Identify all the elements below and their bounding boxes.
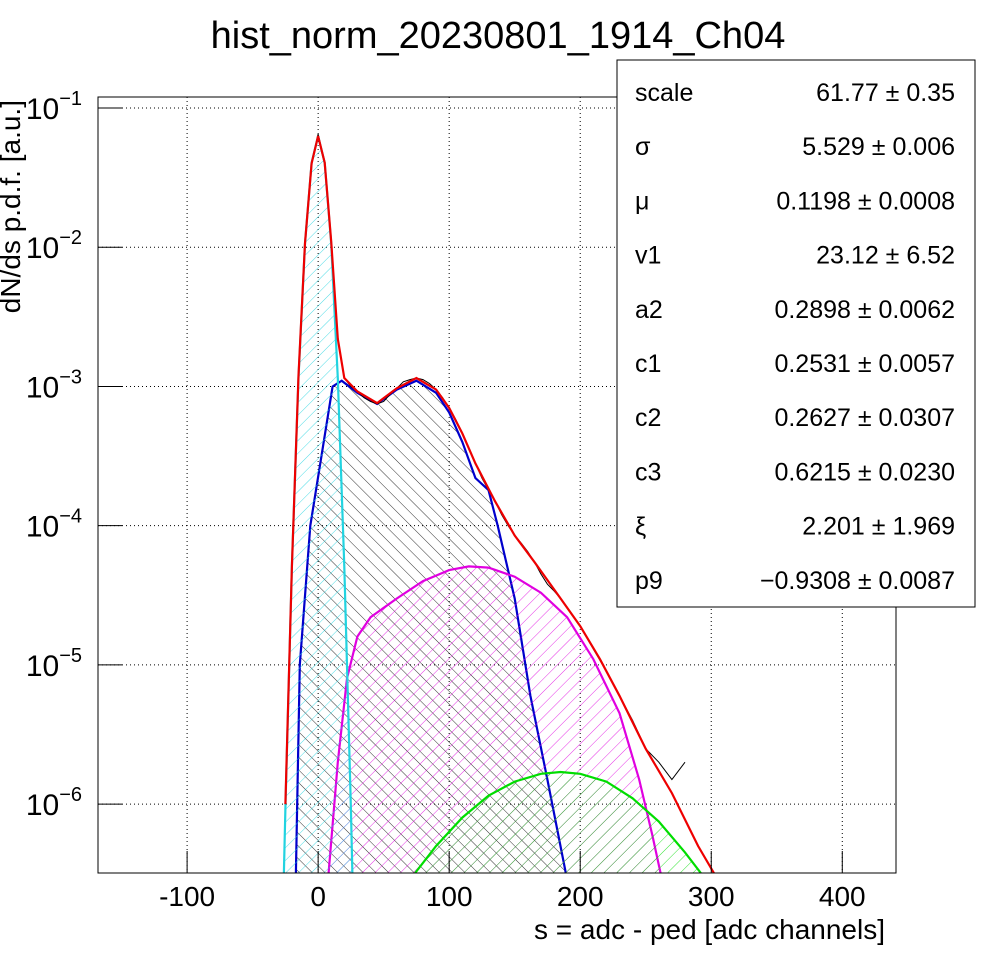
y-tick-base: 10 [26,93,59,126]
axes: -100 0 100 200 300 40010−610−510−410−310−210−… [26,88,897,912]
y-tick-exponent: −3 [59,366,82,388]
stat-value: 0.2627 ± 0.0307 [774,404,955,432]
x-tick-label: 400 [819,881,866,912]
y-tick-exponent: −1 [59,88,82,110]
y-tick-base: 10 [26,511,59,544]
component-area [283,136,353,873]
fit-curve [414,770,702,873]
x-tick-label: -100 [159,881,215,912]
stat-name: c2 [635,404,661,432]
stat-name: scale [635,79,693,107]
y-tick-label: 10−1 [26,88,82,126]
stat-name: μ [635,187,649,215]
stat-name: c1 [635,350,661,378]
y-axis-label: dN/ds p.d.f. [a.u.] [0,100,26,313]
x-tick-label: 200 [557,881,604,912]
y-tick-label: 10−3 [26,366,82,404]
stats-frame [616,59,976,608]
stat-value: 0.6215 ± 0.0230 [774,458,955,486]
y-tick-label: 10−5 [26,645,82,683]
y-tick-base: 10 [26,371,59,404]
x-axis-label: s = adc - ped [adc channels] [534,914,885,945]
y-tick-base: 10 [26,650,59,683]
y-tick-base: 10 [26,232,59,265]
y-tick-label: 10−4 [26,506,82,544]
stat-value: 61.77 ± 0.35 [816,79,955,107]
stat-value: 5.529 ± 0.006 [802,133,955,161]
y-tick-base: 10 [26,789,59,822]
stat-value: 23.12 ± 6.52 [816,242,955,270]
y-tick-exponent: −6 [59,784,82,806]
stat-name: c3 [635,458,661,486]
plot-area [98,97,896,873]
x-tick-label: 300 [688,881,735,912]
stats-box: scale 61.77 ± 0.35 σ 5.529 ± 0.006 μ 0.1198 ±… [616,59,976,608]
stat-name: v1 [635,242,661,270]
fit-curve [327,565,662,873]
y-tick-exponent: −5 [59,645,82,667]
y-tick-label: 10−6 [26,784,82,822]
chart-title: hist_norm_20230801_1914_Ch04 [211,15,786,57]
stat-value: 0.1198 ± 0.0008 [776,187,955,215]
y-tick-exponent: −4 [59,506,82,528]
x-tick-label: 100 [426,881,473,912]
stat-name: ξ [635,513,646,541]
y-tick-label: 10−2 [26,227,82,265]
y-tick-exponent: −2 [59,227,82,249]
stat-name: a2 [635,296,663,324]
stat-name: σ [635,133,651,161]
stat-value: −0.9308 ± 0.0087 [760,567,955,595]
x-tick-label: 0 [310,881,326,912]
stat-value: 0.2898 ± 0.0062 [774,296,955,324]
stat-value: 2.201 ± 1.969 [802,513,955,541]
stat-name: p9 [635,567,663,595]
fit-curve [284,135,715,873]
stat-value: 0.2531 ± 0.0057 [774,350,955,378]
